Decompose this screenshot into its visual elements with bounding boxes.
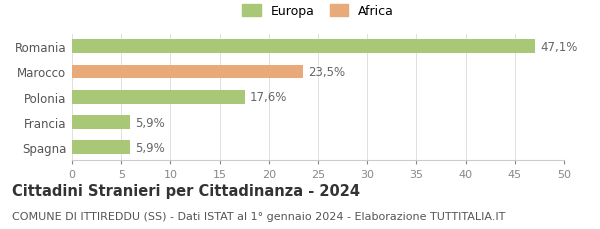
Text: 47,1%: 47,1% (541, 41, 578, 53)
Text: COMUNE DI ITTIREDDU (SS) - Dati ISTAT al 1° gennaio 2024 - Elaborazione TUTTITAL: COMUNE DI ITTIREDDU (SS) - Dati ISTAT al… (12, 211, 505, 221)
Text: 17,6%: 17,6% (250, 91, 287, 104)
Bar (72, 40, 535, 54)
Bar (72, 90, 245, 104)
Text: 23,5%: 23,5% (308, 66, 345, 79)
Bar (72, 141, 130, 155)
Text: 5,9%: 5,9% (135, 141, 165, 154)
Legend: Europa, Africa: Europa, Africa (242, 5, 394, 18)
Text: Cittadini Stranieri per Cittadinanza - 2024: Cittadini Stranieri per Cittadinanza - 2… (12, 183, 360, 198)
Text: 5,9%: 5,9% (135, 116, 165, 129)
Bar (72, 116, 130, 129)
Bar (72, 65, 303, 79)
